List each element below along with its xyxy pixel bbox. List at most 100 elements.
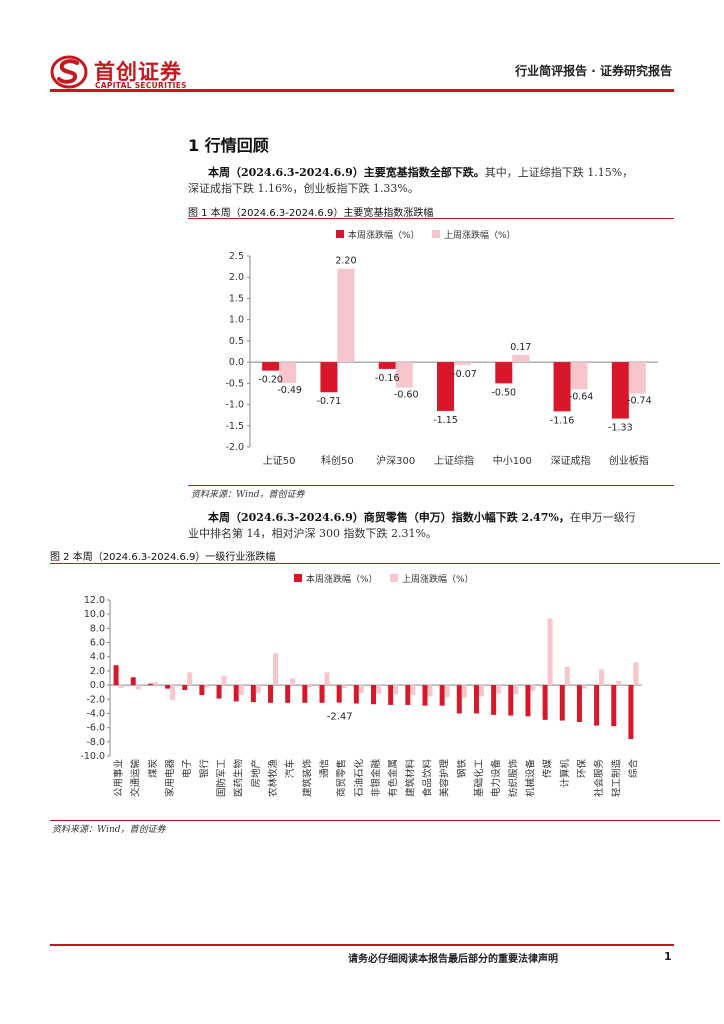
y-tick-label: 0.0 bbox=[229, 357, 244, 368]
bar-this-week bbox=[553, 362, 571, 412]
bar-last-week bbox=[238, 685, 244, 696]
paragraph-2-line-1: 本周（2024.6.3-2024.6.9）商贸零售（申万）指数小幅下跌 2.47… bbox=[208, 508, 636, 527]
bar-last-week bbox=[628, 362, 646, 394]
x-category-label: 轻工制造 bbox=[610, 759, 622, 798]
figure-1-bottom-rule bbox=[188, 485, 674, 486]
paragraph-1-text: 其中，上证综指下跌 1.15%， bbox=[484, 166, 634, 179]
x-category-label: 上证综指 bbox=[434, 454, 474, 467]
bar-this-week bbox=[611, 685, 617, 727]
paragraph-1-line-2: 深证成指下跌 1.16%，创业板指下跌 1.33%。 bbox=[188, 182, 419, 195]
y-tick-label: 2.5 bbox=[229, 251, 244, 262]
y-tick-label: -1.5 bbox=[225, 421, 244, 432]
x-category-label: 社会服务 bbox=[593, 759, 605, 798]
bar-this-week bbox=[405, 685, 411, 705]
bar-this-week bbox=[491, 685, 497, 715]
paragraph-2-text: 在申万一级行 bbox=[569, 511, 636, 524]
x-category-label: 有色金属 bbox=[387, 759, 399, 797]
data-label-this-week: -1.15 bbox=[433, 415, 458, 426]
data-label-last-week: -0.49 bbox=[277, 385, 302, 396]
data-label-this-week: -0.50 bbox=[491, 387, 516, 398]
data-label-last-week: 0.17 bbox=[510, 342, 531, 353]
y-tick-label: -8.0 bbox=[86, 737, 105, 748]
x-category-label: 美容护理 bbox=[439, 759, 451, 798]
bar-this-week bbox=[250, 685, 256, 703]
bar-last-week bbox=[454, 362, 471, 366]
bar-this-week bbox=[182, 685, 188, 691]
logo-wordmark-cn: 首创证券 bbox=[94, 60, 182, 84]
y-tick-label: 10.0 bbox=[84, 609, 105, 620]
data-label-this-week: -0.20 bbox=[258, 375, 283, 386]
capital-securities-logo-icon bbox=[50, 55, 88, 89]
bar-last-week bbox=[376, 685, 381, 694]
data-label-this-week: -1.33 bbox=[608, 423, 633, 434]
bar-last-week bbox=[444, 685, 450, 698]
annotation-label: -2.47 bbox=[327, 712, 353, 723]
bar-this-week bbox=[268, 685, 274, 703]
bar-this-week bbox=[285, 685, 291, 703]
bar-this-week bbox=[628, 685, 634, 739]
bar-last-week bbox=[633, 662, 639, 686]
bar-this-week bbox=[611, 362, 629, 419]
bar-last-week bbox=[513, 685, 519, 695]
x-category-label: 银行 bbox=[198, 759, 210, 779]
page-number: 1 bbox=[664, 950, 672, 963]
footer-disclaimer: 请务必仔细阅读本报告最后部分的重要法律声明 bbox=[348, 954, 558, 965]
x-category-label: 电子 bbox=[181, 759, 193, 779]
bar-last-week bbox=[410, 685, 416, 696]
x-category-label: 农林牧渔 bbox=[267, 759, 279, 798]
x-category-label: 电力设备 bbox=[490, 759, 502, 798]
y-tick-label: 1.0 bbox=[229, 315, 244, 326]
figure-2-top-rule bbox=[50, 563, 720, 564]
bar-last-week bbox=[616, 680, 622, 686]
bar-last-week bbox=[204, 685, 210, 688]
bar-this-week bbox=[353, 685, 359, 704]
data-label-last-week: -0.64 bbox=[569, 391, 594, 402]
y-tick-label: 6.0 bbox=[90, 638, 105, 649]
legend-swatch-this-week bbox=[336, 230, 344, 238]
x-category-label: 交通运输 bbox=[130, 759, 142, 798]
bar-this-week bbox=[302, 685, 308, 703]
x-category-label: 基础化工 bbox=[473, 759, 485, 798]
bar-this-week bbox=[456, 685, 462, 714]
y-tick-label: -1.0 bbox=[225, 400, 244, 411]
legend-swatch-this-week bbox=[294, 574, 302, 582]
x-category-label: 综合 bbox=[627, 759, 639, 779]
bar-last-week bbox=[118, 685, 124, 688]
data-label-this-week: -0.16 bbox=[375, 373, 400, 384]
bar-last-week bbox=[547, 618, 553, 686]
bar-last-week bbox=[570, 362, 588, 390]
bar-this-week bbox=[233, 685, 239, 702]
y-tick-label: 4.0 bbox=[90, 652, 105, 663]
x-category-label: 创业板指 bbox=[609, 454, 649, 467]
data-label-last-week: -0.74 bbox=[627, 396, 652, 407]
y-tick-label: -4.0 bbox=[86, 708, 105, 719]
x-category-label: 深证成指 bbox=[551, 454, 591, 467]
bar-last-week bbox=[478, 685, 484, 697]
y-tick-label: 0.0 bbox=[90, 680, 105, 691]
bar-this-week bbox=[113, 665, 119, 686]
footer-divider bbox=[50, 944, 674, 946]
bar-last-week bbox=[290, 678, 296, 686]
figure-1-chart: 本周涨跌幅（%） 上周涨跌幅（%） 2.5 2.0 1.5 1.0 0.5 0.0 -0.5 -1… bbox=[225, 229, 658, 467]
bar-this-week bbox=[320, 362, 338, 393]
bar-last-week bbox=[393, 685, 399, 695]
x-category-label: 国防军工 bbox=[216, 759, 228, 798]
data-label-last-week: -0.60 bbox=[394, 390, 419, 401]
bar-last-week bbox=[307, 685, 313, 688]
bar-last-week bbox=[395, 362, 413, 388]
bar-last-week bbox=[461, 685, 467, 698]
legend-label-last-week: 上周涨跌幅（%） bbox=[444, 229, 516, 241]
bar-this-week bbox=[130, 677, 136, 686]
figure-2-source: 资料来源：Wind，首创证券 bbox=[52, 825, 166, 835]
section-title: 1 行情回顾 bbox=[188, 136, 269, 155]
x-category-label: 科创50 bbox=[321, 454, 354, 467]
y-tick-label: 1.5 bbox=[229, 293, 244, 304]
paragraph-2-bold: 本周（2024.6.3-2024.6.9）商贸零售（申万）指数小幅下跌 2.47… bbox=[208, 511, 570, 524]
x-category-label: 非银金融 bbox=[370, 759, 382, 798]
bar-this-week bbox=[165, 685, 171, 689]
paragraph-1-line-1: 本周（2024.6.3-2024.6.9）主要宽基指数全部下跌。其中，上证综指下… bbox=[208, 163, 633, 182]
y-tick-label: -6.0 bbox=[86, 723, 105, 734]
x-category-label: 石油石化 bbox=[353, 759, 365, 798]
bar-last-week bbox=[187, 672, 193, 686]
y-tick-label: -2.0 bbox=[86, 694, 105, 705]
